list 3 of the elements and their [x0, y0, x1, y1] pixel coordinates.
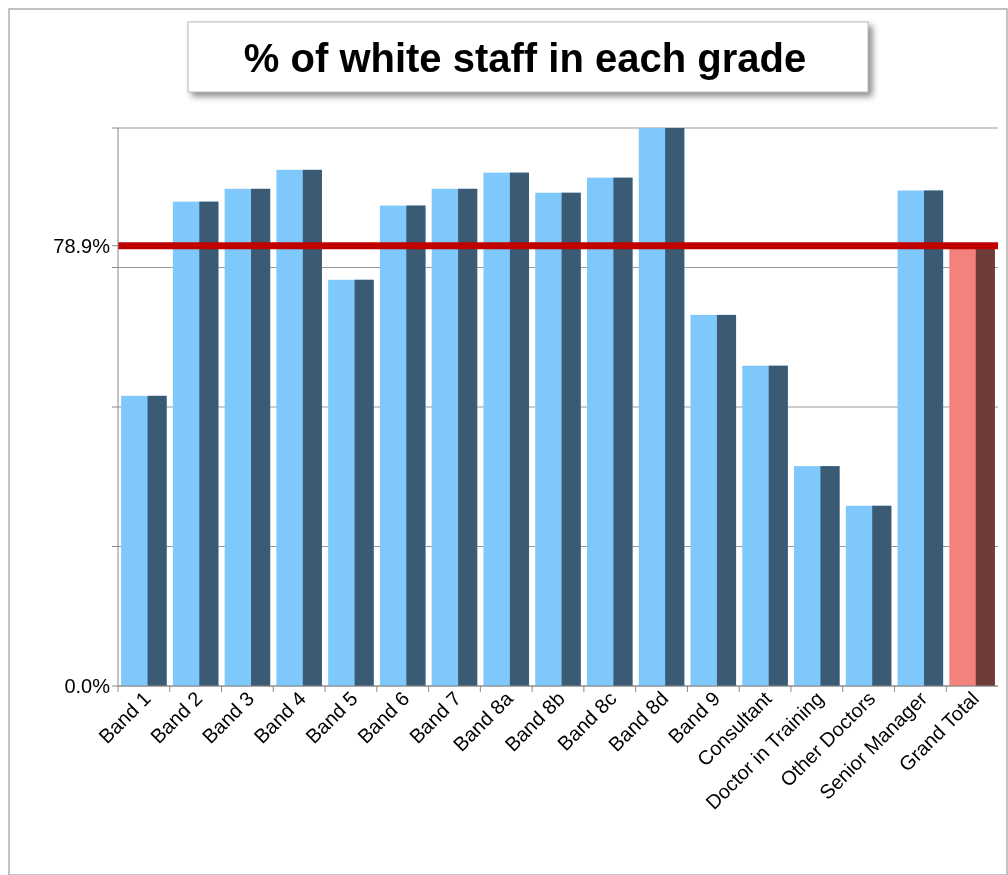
y-tick-label: 0.0%	[64, 675, 111, 697]
chart-title: % of white staff in each grade	[243, 36, 807, 80]
y-tick-label: 78.9%	[53, 234, 111, 257]
